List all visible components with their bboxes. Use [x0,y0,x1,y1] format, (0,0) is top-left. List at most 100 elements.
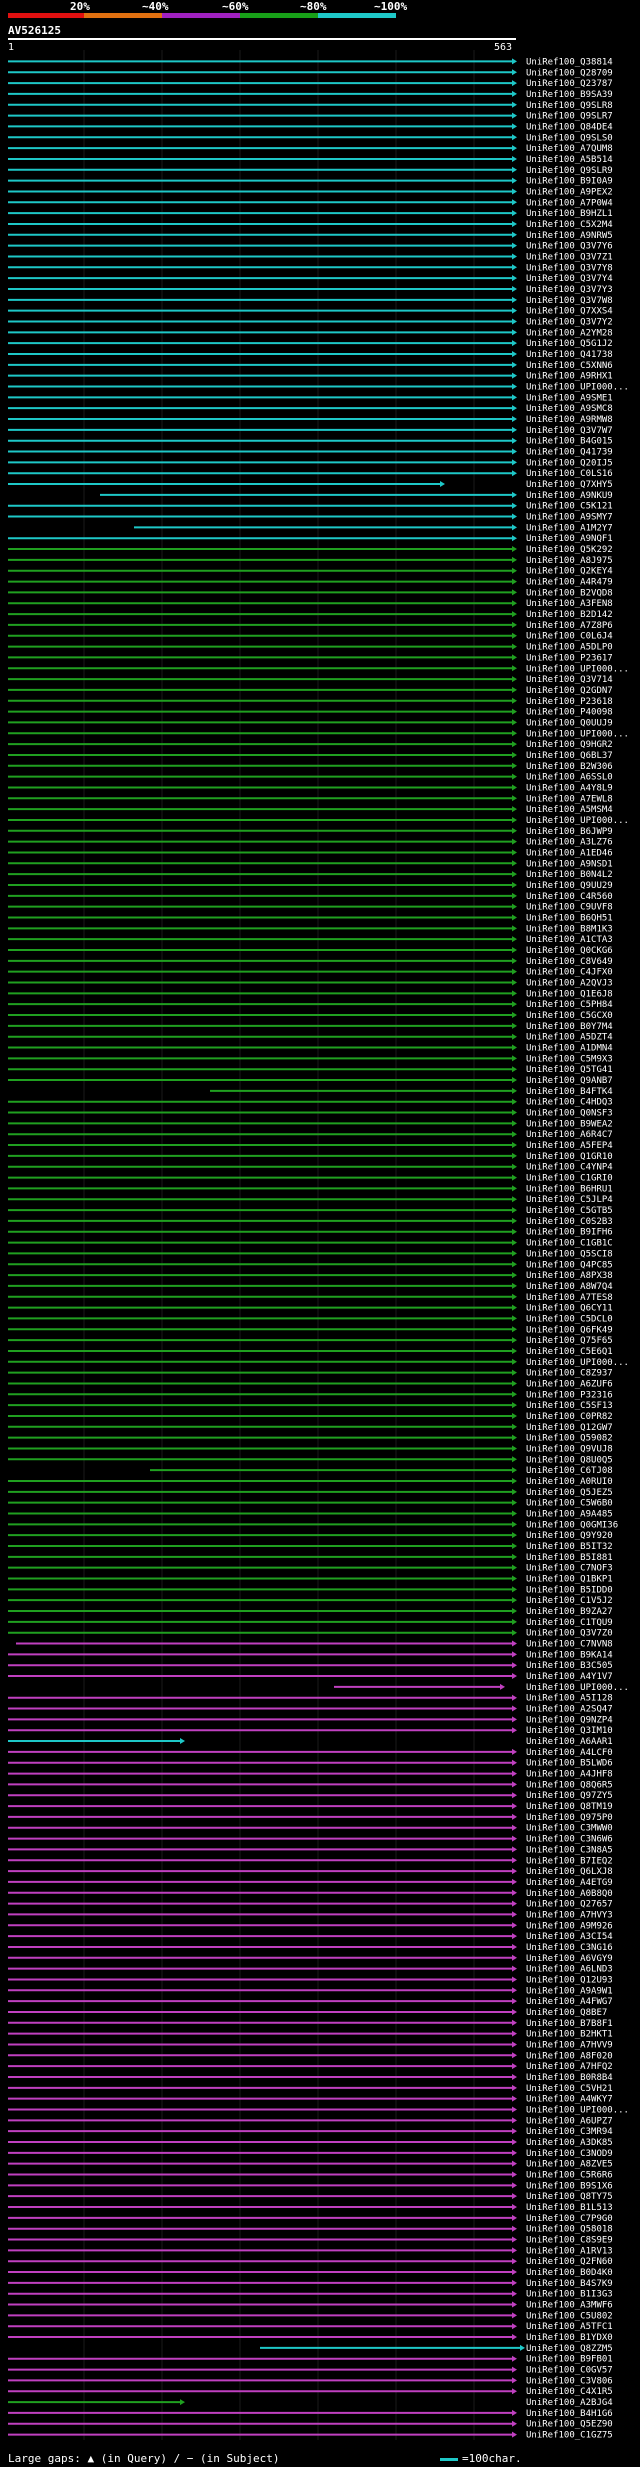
hit-end-arrow [512,871,517,878]
query-end: 563 [494,42,513,53]
query-name: AV526125 [8,24,61,37]
hit-row: UniRef100_UPI000... [8,2105,629,2115]
hit-end-arrow [512,1055,517,1062]
hit-row: UniRef100_A2QVJ3 [8,979,613,989]
hit-label: UniRef100_B2VQD8 [526,588,613,598]
hit-end-arrow [512,936,517,943]
hit-row: UniRef100_Q38814 [8,57,613,67]
hit-label: UniRef100_C8Z937 [526,1369,613,1379]
hit-row: UniRef100_Q3V714 [8,675,613,685]
hit-end-arrow [512,1185,517,1192]
hit-row: UniRef100_Q7XXS4 [8,307,613,317]
hit-end-arrow [512,383,517,390]
hit-label: UniRef100_B9I0A9 [526,177,613,187]
hit-label: UniRef100_A5B514 [526,155,613,165]
hit-label: UniRef100_B0N4L2 [526,870,613,880]
hit-label: UniRef100_B0Y7M4 [526,1022,613,1032]
hit-label: UniRef100_B5I881 [526,1553,613,1563]
hit-label: UniRef100_A8F020 [526,2051,613,2061]
hit-row: UniRef100_C5M9X3 [8,1054,613,1064]
hit-end-arrow [512,1759,517,1766]
hit-end-arrow [512,1846,517,1853]
hit-label: UniRef100_A1DMN4 [526,1044,613,1054]
hit-end-arrow [512,730,517,737]
hit-row: UniRef100_C3NOD9 [8,2149,613,2159]
hit-label: UniRef100_Q2GDN7 [526,686,613,696]
hit-row: UniRef100_B9IFH6 [8,1228,613,1238]
hit-row: UniRef100_B5LWD6 [8,1759,613,1769]
hit-row: UniRef100_B9ZA27 [8,1607,613,1617]
hit-label: UniRef100_Q9Y920 [526,1531,613,1541]
hit-label: UniRef100_A7TES8 [526,1293,613,1303]
hit-end-arrow [512,1174,517,1181]
hit-label: UniRef100_Q5SCI8 [526,1249,613,1259]
hit-end-arrow [512,1131,517,1138]
hit-row: UniRef100_Q9VUJ8 [8,1444,613,1454]
legend-label-60: ~60% [222,0,249,13]
hit-row: UniRef100_A5MSM4 [8,805,613,815]
hit-end-arrow [512,2247,517,2254]
hit-row: UniRef100_C4X1R5 [8,2387,613,2397]
hit-label: UniRef100_UPI000... [526,2105,629,2115]
hit-row: UniRef100_P23617 [8,653,613,663]
hit-end-arrow [512,2171,517,2178]
hit-end-arrow [512,1315,517,1322]
hit-label: UniRef100_Q5TG41 [526,1065,613,1075]
hit-row: UniRef100_Q6CY11 [8,1304,613,1314]
hit-end-arrow [512,968,517,975]
hit-end-arrow [512,1467,517,1474]
hit-end-arrow [512,2258,517,2265]
hit-label: UniRef100_Q8ZZM5 [526,2344,613,2354]
hit-label: UniRef100_B9KA14 [526,1650,613,1660]
hit-label: UniRef100_A4Y1V7 [526,1672,613,1682]
hit-label: UniRef100_A0B8Q0 [526,1889,613,1899]
hit-label: UniRef100_A8W7Q4 [526,1282,613,1292]
hit-label: UniRef100_A6AAR1 [526,1737,613,1747]
hit-row: UniRef100_C3NG16 [8,1943,613,1953]
footer-scale-legend: =100char. [440,2452,522,2465]
hit-end-arrow [512,600,517,607]
hit-row: UniRef100_Q5SCI8 [8,1249,613,1259]
hit-row: UniRef100_Q6LXJ8 [8,1867,613,1877]
hit-label: UniRef100_C5XNN6 [526,361,613,371]
hit-row: UniRef100_B1YDX0 [8,2333,613,2343]
hit-end-arrow [512,654,517,661]
hit-end-arrow [512,1434,517,1441]
hit-row: UniRef100_C4R560 [8,892,613,902]
hit-label: UniRef100_Q8Q6R5 [526,1780,613,1790]
hit-label: UniRef100_A9RHX1 [526,372,613,382]
hit-end-arrow [512,773,517,780]
hit-end-arrow [512,80,517,87]
hit-row: UniRef100_B2W306 [8,762,613,772]
hit-end-arrow [512,741,517,748]
hit-label: UniRef100_B1I3G3 [526,2290,613,2300]
hit-end-arrow [512,816,517,823]
hit-label: UniRef100_A0RUI0 [526,1477,613,1487]
hit-row: UniRef100_Q2FN60 [8,2257,613,2267]
hit-end-arrow [512,686,517,693]
hit-row: UniRef100_C3V806 [8,2376,613,2386]
hit-row: UniRef100_A1CTA3 [8,935,613,945]
hit-label: UniRef100_A9RMW8 [526,415,613,425]
hit-label: UniRef100_A7HFQ2 [526,2062,613,2072]
hit-row: UniRef100_C5R6R6 [8,2171,613,2181]
hit-row: UniRef100_UPI000... [8,383,629,393]
hit-label: UniRef100_C3NG16 [526,1943,613,1953]
hit-label: UniRef100_Q8BE7 [526,2008,607,2018]
hit-end-arrow [512,1575,517,1582]
hit-label: UniRef100_B4FTK4 [526,1087,613,1097]
hit-end-arrow [512,925,517,932]
hit-row: UniRef100_C0LS16 [8,469,613,479]
hit-end-arrow [512,405,517,412]
hit-label: UniRef100_B6HRU1 [526,1184,613,1194]
hit-label: UniRef100_Q5EZ90 [526,2420,613,2430]
hit-row: UniRef100_C1GZ75 [8,2431,613,2441]
hit-end-arrow [512,1477,517,1484]
hit-row: UniRef100_C5U802 [8,2311,613,2321]
hit-label: UniRef100_A3MWF6 [526,2301,613,2311]
hit-label: UniRef100_Q38814 [526,57,613,67]
hit-end-arrow [512,1304,517,1311]
hit-label: UniRef100_A2SQ47 [526,1705,613,1715]
hit-end-arrow [512,784,517,791]
